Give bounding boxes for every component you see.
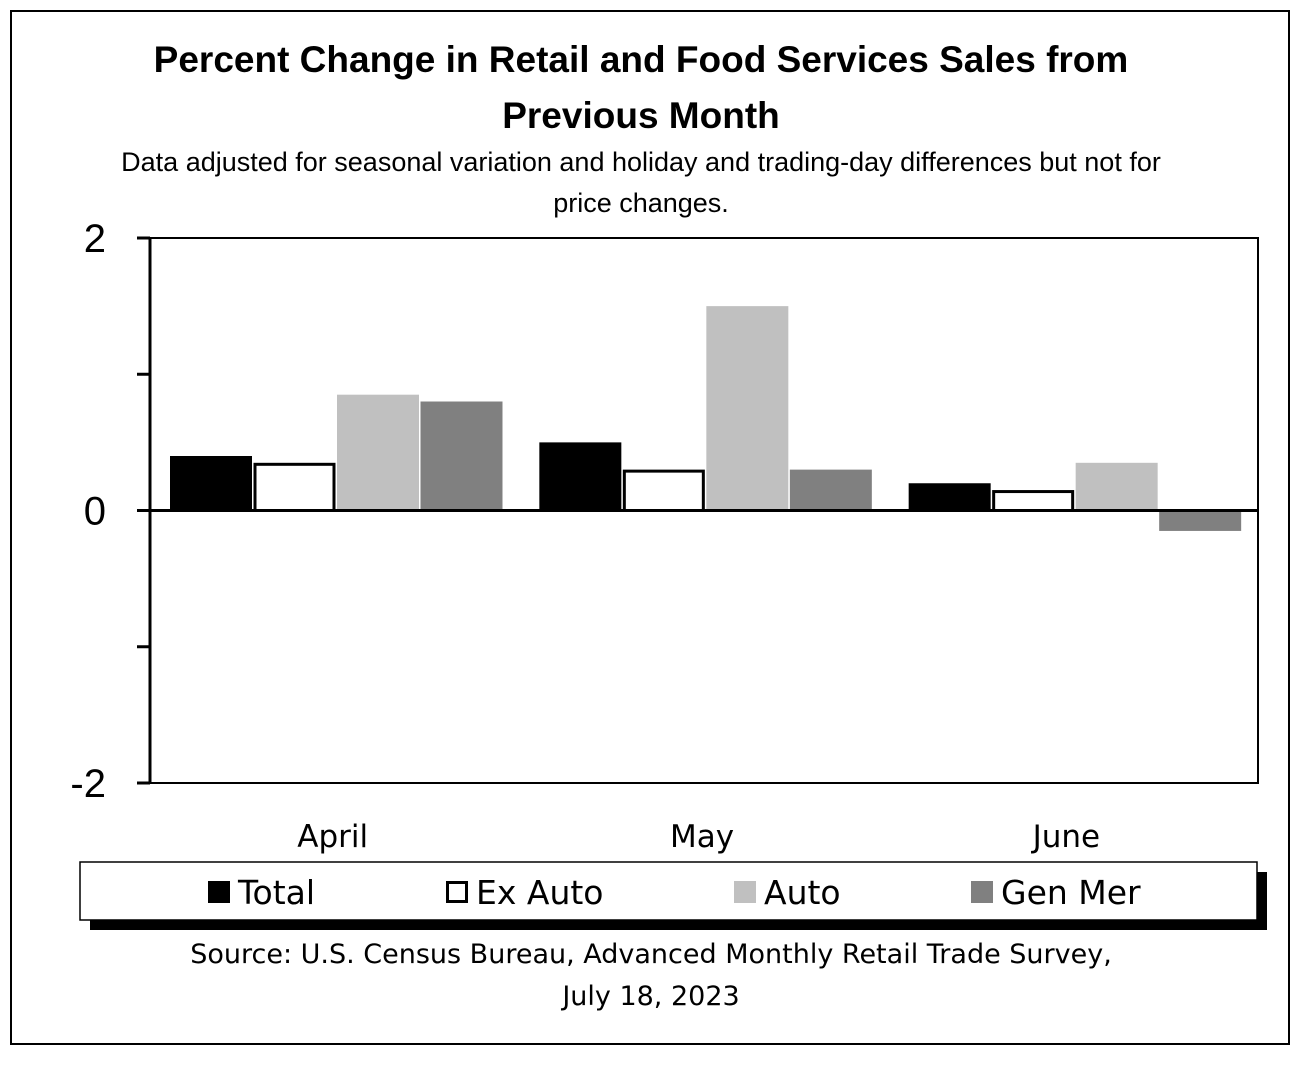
x-category-label: April	[297, 819, 368, 855]
chart-title-line-1: Percent Change in Retail and Food Servic…	[154, 39, 1129, 80]
bar-auto-may	[706, 306, 789, 511]
chart-subtitle-line-1: Data adjusted for seasonal variation and…	[121, 147, 1161, 177]
legend-swatch-auto	[734, 881, 756, 903]
bar-ex-auto-june	[992, 490, 1075, 512]
bar-gen-mer-april	[420, 401, 503, 511]
bar-gen-mer-june	[1159, 510, 1242, 531]
y-tick-label: -2	[70, 762, 106, 806]
bar-auto-april	[337, 394, 419, 511]
x-category-label: May	[670, 819, 734, 855]
legend-label: Total	[237, 873, 315, 912]
x-category-label: June	[1031, 819, 1101, 855]
legend-box	[79, 861, 1258, 921]
y-tick-label: 2	[84, 217, 106, 261]
bar-total-may	[539, 442, 622, 511]
legend-swatch-total	[208, 881, 230, 903]
chart-title-line-2: Previous Month	[502, 95, 780, 136]
bar-ex-auto-april	[253, 462, 336, 512]
legend-swatch-ex-auto	[446, 881, 468, 903]
bar-ex-auto-may	[622, 469, 705, 512]
bar-auto-june	[1075, 462, 1158, 511]
bar-total-june	[908, 483, 991, 511]
legend-label: Auto	[764, 873, 841, 912]
legend-label: Ex Auto	[476, 873, 604, 912]
chart-subtitle-line-2: price changes.	[553, 188, 729, 218]
bar-gen-mer-may	[789, 469, 872, 511]
source-line-2: July 18, 2023	[560, 981, 739, 1012]
source-line-1: Source: U.S. Census Bureau, Advanced Mon…	[190, 939, 1112, 970]
outer-border	[10, 10, 1290, 1045]
bar-total-april	[170, 456, 252, 511]
legend-label: Gen Mer	[1001, 873, 1141, 912]
legend-swatch-gen-mer	[971, 881, 993, 903]
y-tick-label: 0	[84, 490, 106, 534]
